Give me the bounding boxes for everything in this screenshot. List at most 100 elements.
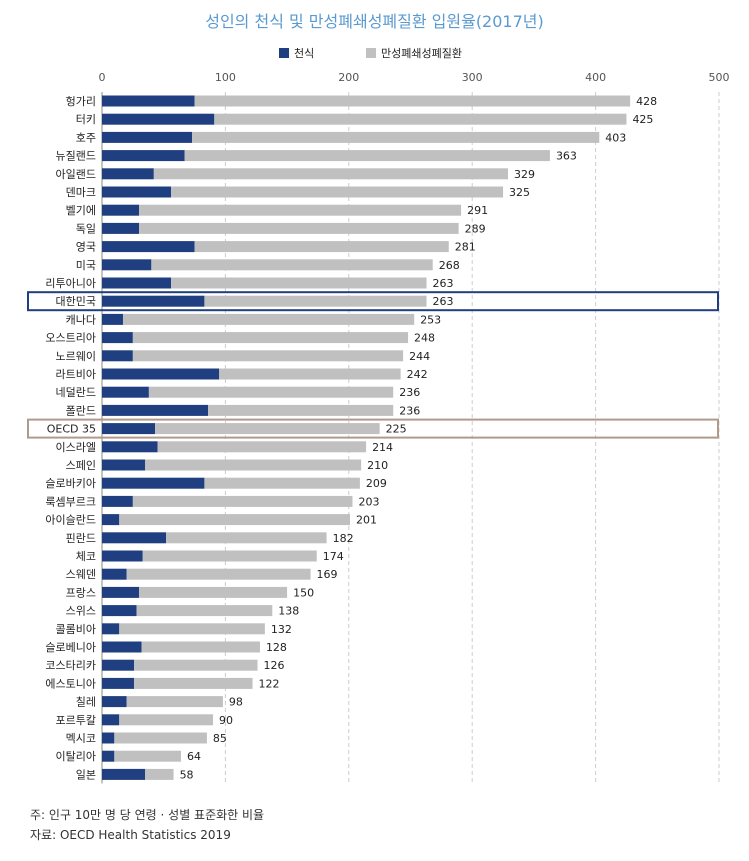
- x-tick-label: 300: [462, 71, 483, 84]
- value-label: 214: [372, 441, 393, 454]
- bar-copd: [114, 750, 181, 762]
- category-label: 룩셈부르크: [45, 495, 96, 508]
- bar-copd: [171, 186, 504, 198]
- category-label: 핀란드: [66, 532, 96, 545]
- value-label: 122: [259, 677, 280, 690]
- bar-asthma: [102, 714, 120, 726]
- bar-asthma: [102, 332, 133, 344]
- legend: 천식 만성폐쇄성폐질환: [279, 46, 462, 60]
- highlight-box: [27, 418, 719, 439]
- category-label: 리투아니아: [45, 277, 96, 290]
- bar-asthma: [102, 150, 185, 162]
- value-label: 209: [366, 477, 387, 490]
- category-label: 체코: [76, 550, 96, 563]
- legend-label-asthma: 천식: [294, 46, 314, 60]
- value-label: 291: [467, 204, 488, 217]
- bar-copd: [132, 350, 404, 362]
- bar-copd: [119, 714, 214, 726]
- bar-copd: [157, 441, 367, 453]
- bar-asthma: [102, 750, 115, 762]
- bar-asthma: [102, 259, 152, 271]
- x-tick-label: 0: [99, 71, 106, 84]
- bar-copd: [171, 277, 427, 289]
- bar-asthma: [102, 514, 120, 526]
- label-layer: 0 100 200 300 400 500 헝가리 428 터키 425 호주 403 뉴질랜드 363 아…: [45, 71, 729, 781]
- bar-copd: [139, 204, 462, 216]
- value-label: 289: [465, 222, 486, 235]
- bar-copd: [134, 677, 253, 689]
- bar-copd: [219, 368, 401, 380]
- bar-asthma: [102, 441, 158, 453]
- bar-copd: [132, 332, 409, 344]
- bar-copd: [151, 259, 433, 271]
- value-label: 253: [420, 313, 441, 326]
- value-label: 201: [356, 514, 377, 527]
- bar-asthma: [102, 222, 140, 234]
- category-label: 슬로바키아: [45, 477, 96, 490]
- category-label: 오스트리아: [45, 332, 96, 345]
- value-label: 85: [213, 732, 227, 745]
- value-label: 182: [333, 532, 354, 545]
- bar-copd: [141, 641, 260, 653]
- category-label: 네덜란드: [56, 386, 96, 399]
- category-label: 코스타리카: [45, 659, 96, 672]
- value-label: 126: [263, 659, 284, 672]
- bar-copd: [139, 222, 459, 234]
- value-label: 263: [433, 295, 454, 308]
- category-label: 스웨덴: [66, 568, 96, 581]
- bar-copd: [166, 532, 327, 544]
- category-label: OECD 35: [47, 423, 96, 436]
- bar-copd: [114, 732, 207, 744]
- bar-asthma: [102, 204, 140, 216]
- value-label: 329: [514, 168, 535, 181]
- bar-copd: [139, 586, 288, 598]
- bar-asthma: [102, 277, 172, 289]
- bar-copd: [214, 113, 627, 125]
- value-label: 242: [407, 368, 428, 381]
- category-label: 캐나다: [66, 313, 96, 326]
- value-label: 58: [180, 768, 194, 781]
- bar-asthma: [102, 605, 137, 617]
- category-label: 멕시코: [66, 732, 96, 745]
- bar-copd: [145, 459, 362, 471]
- bar-asthma: [102, 95, 195, 107]
- bar-copd: [134, 659, 258, 671]
- bar-copd: [192, 131, 600, 143]
- value-label: 248: [414, 332, 435, 345]
- value-label: 325: [509, 186, 530, 199]
- bar-layer: [102, 95, 631, 780]
- bar-asthma: [102, 495, 133, 507]
- x-tick-label: 200: [338, 71, 359, 84]
- value-label: 425: [632, 113, 653, 126]
- bar-asthma: [102, 677, 135, 689]
- source-note: 자료: OECD Health Statistics 2019: [30, 828, 231, 842]
- bar-copd: [142, 550, 317, 562]
- category-label: 벨기에: [66, 204, 96, 217]
- bar-copd: [194, 241, 449, 253]
- category-label: 칠레: [76, 696, 96, 709]
- bar-asthma: [102, 586, 140, 598]
- legend-swatch-asthma: [279, 48, 289, 58]
- value-label: 98: [229, 696, 243, 709]
- category-label: 이탈리아: [56, 750, 96, 763]
- value-label: 263: [433, 277, 454, 290]
- bar-asthma: [102, 423, 156, 435]
- category-label: 이스라엘: [56, 441, 96, 454]
- bar-copd: [148, 386, 394, 398]
- category-label: 슬로베니아: [45, 641, 96, 654]
- legend-label-copd: 만성폐쇄성폐질환: [381, 47, 462, 60]
- bar-asthma: [102, 113, 215, 125]
- value-label: 169: [317, 568, 338, 581]
- value-label: 428: [636, 95, 657, 108]
- bar-copd: [155, 423, 380, 435]
- category-label: 노르웨이: [56, 350, 96, 363]
- category-label: 포르투칼: [56, 714, 96, 727]
- bar-asthma: [102, 477, 205, 489]
- category-label: 미국: [76, 259, 96, 272]
- category-label: 덴마크: [66, 186, 96, 199]
- bar-asthma: [102, 295, 205, 307]
- category-label: 대한민국: [56, 295, 96, 308]
- bar-asthma: [102, 186, 172, 198]
- category-label: 독일: [76, 221, 96, 235]
- highlight-layer: [27, 291, 719, 439]
